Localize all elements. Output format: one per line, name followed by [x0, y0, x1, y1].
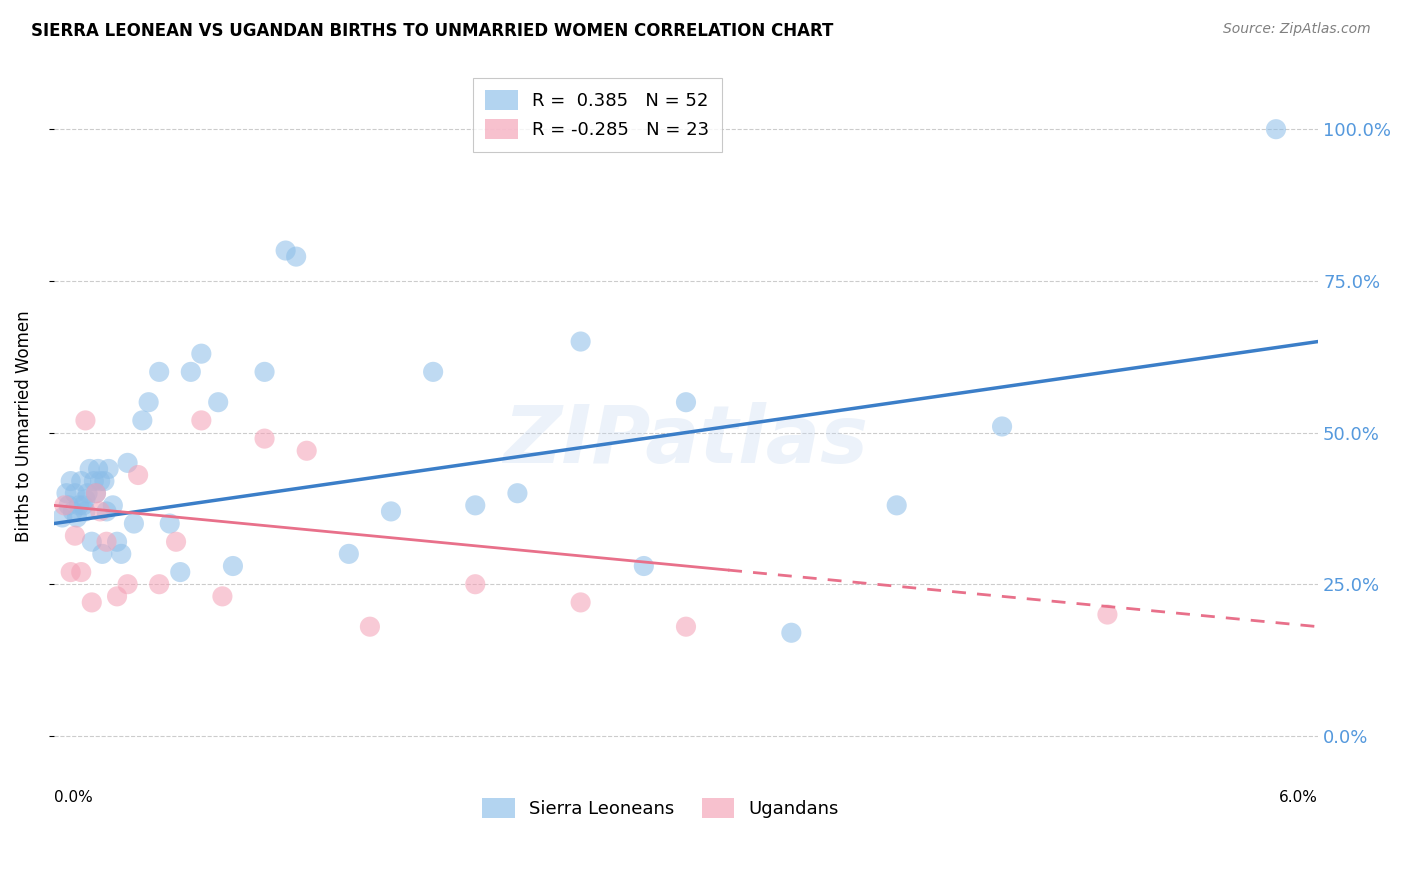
Point: [148, 577, 170, 591]
Point: [222, 559, 245, 574]
Legend: Sierra Leoneans, Ugandans: Sierra Leoneans, Ugandans: [475, 791, 846, 825]
Point: [93, 474, 115, 488]
Point: [62, 504, 84, 518]
Point: [274, 244, 297, 258]
Y-axis label: Births to Unmarried Women: Births to Unmarried Women: [15, 310, 32, 542]
Point: [87, 462, 110, 476]
Point: [211, 590, 233, 604]
Point: [55, 486, 77, 500]
Point: [63, 486, 86, 500]
Point: [380, 504, 402, 518]
Point: [84, 486, 107, 500]
Text: Source: ZipAtlas.com: Source: ZipAtlas.com: [1223, 22, 1371, 37]
Point: [207, 395, 229, 409]
Point: [75, 504, 97, 518]
Point: [80, 534, 103, 549]
Point: [165, 534, 187, 549]
Point: [1097, 607, 1119, 622]
Point: [569, 334, 592, 349]
Point: [127, 468, 149, 483]
Point: [84, 486, 107, 500]
Point: [780, 625, 803, 640]
Point: [72, 499, 94, 513]
Point: [96, 504, 118, 518]
Point: [138, 395, 160, 409]
Point: [70, 474, 93, 488]
Point: [253, 432, 276, 446]
Point: [633, 559, 655, 574]
Point: [190, 413, 212, 427]
Point: [91, 547, 114, 561]
Point: [190, 346, 212, 360]
Point: [506, 486, 529, 500]
Point: [70, 565, 93, 579]
Point: [89, 474, 111, 488]
Text: 6.0%: 6.0%: [1279, 790, 1319, 805]
Point: [66, 510, 89, 524]
Point: [295, 443, 318, 458]
Point: [63, 529, 86, 543]
Point: [675, 395, 697, 409]
Point: [101, 499, 124, 513]
Point: [59, 474, 82, 488]
Point: [675, 620, 697, 634]
Point: [117, 577, 139, 591]
Point: [337, 547, 360, 561]
Point: [180, 365, 202, 379]
Point: [148, 365, 170, 379]
Point: [169, 565, 191, 579]
Point: [80, 595, 103, 609]
Point: [1265, 122, 1288, 136]
Point: [83, 474, 105, 488]
Point: [569, 595, 592, 609]
Point: [97, 462, 120, 476]
Point: [359, 620, 381, 634]
Point: [285, 250, 308, 264]
Point: [131, 413, 153, 427]
Point: [51, 510, 73, 524]
Point: [105, 590, 128, 604]
Point: [422, 365, 444, 379]
Point: [122, 516, 145, 531]
Text: ZIPatlas: ZIPatlas: [503, 401, 869, 480]
Point: [53, 499, 76, 513]
Point: [110, 547, 132, 561]
Point: [67, 499, 90, 513]
Point: [991, 419, 1014, 434]
Point: [464, 577, 486, 591]
Point: [105, 534, 128, 549]
Point: [159, 516, 181, 531]
Point: [253, 365, 276, 379]
Point: [96, 534, 118, 549]
Point: [59, 565, 82, 579]
Point: [464, 499, 486, 513]
Point: [886, 499, 908, 513]
Point: [75, 413, 97, 427]
Point: [79, 462, 101, 476]
Text: 0.0%: 0.0%: [53, 790, 93, 805]
Point: [117, 456, 139, 470]
Point: [58, 499, 80, 513]
Point: [89, 504, 111, 518]
Point: [75, 492, 97, 507]
Text: SIERRA LEONEAN VS UGANDAN BIRTHS TO UNMARRIED WOMEN CORRELATION CHART: SIERRA LEONEAN VS UGANDAN BIRTHS TO UNMA…: [31, 22, 834, 40]
Point: [76, 486, 98, 500]
